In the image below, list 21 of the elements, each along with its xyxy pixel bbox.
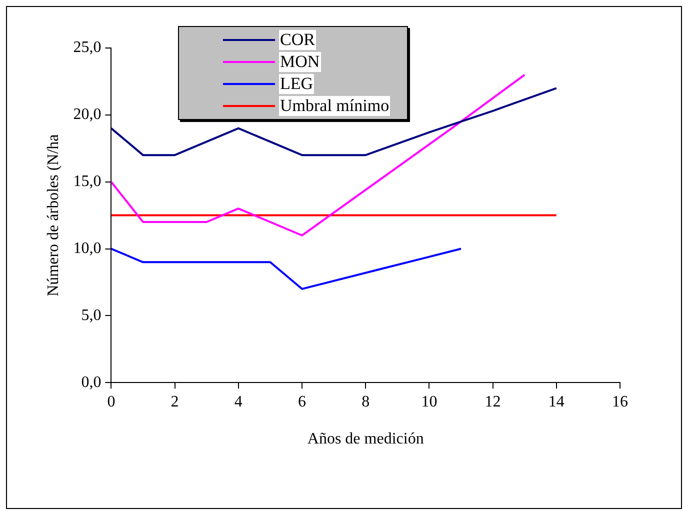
y-tick-label: 20,0	[73, 106, 102, 124]
legend-label: LEG	[279, 74, 314, 94]
x-tick-label: 12	[484, 393, 501, 410]
y-tick-label: 15,0	[73, 173, 102, 190]
legend-label: Umbral mínimo	[279, 96, 390, 116]
x-tick-label: 6	[298, 393, 306, 410]
y-tick-label: 0,0	[81, 374, 102, 391]
x-tick-label: 16	[612, 393, 628, 410]
x-tick-label: 14	[548, 393, 564, 410]
x-tick-label: 4	[234, 393, 242, 410]
x-tick-label: 2	[170, 393, 179, 410]
y-tick-label: 25,0	[73, 39, 102, 56]
y-tick-label: 10,0	[73, 240, 102, 257]
x-tick-label: 0	[107, 393, 116, 410]
y-tick-label: 5,0	[81, 306, 102, 324]
legend-label: COR	[279, 30, 316, 50]
y-axis-title: Número de árboles (N/ha	[44, 134, 62, 296]
x-tick-label: 10	[421, 393, 438, 410]
x-axis-title: Años de medición	[307, 430, 424, 448]
legend-label: MON	[279, 52, 321, 72]
x-tick-label: 8	[362, 393, 370, 410]
